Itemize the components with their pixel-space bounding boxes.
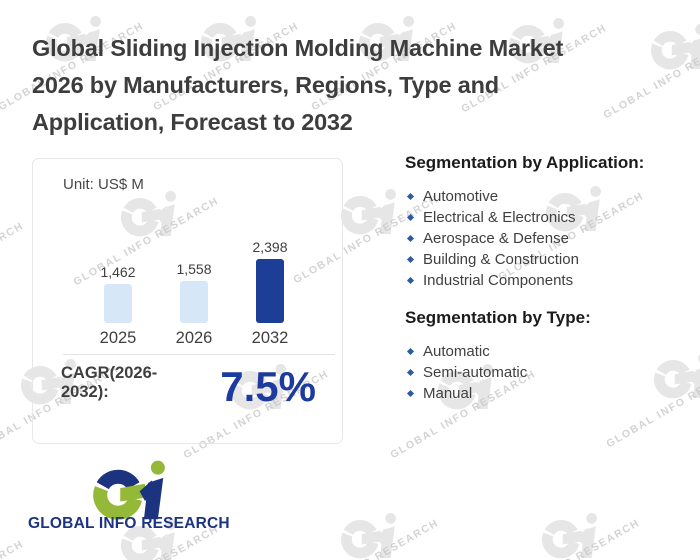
list-item-label: Semi-automatic [423,364,528,381]
bar-chart: 1,462 2025 1,558 2026 2,398 2032 [33,159,344,354]
segmentation-application-block: Segmentation by Application: Automotive E… [405,153,690,291]
bar-value-label: 1,462 [100,264,136,280]
cagr-value: 7.5% [220,363,316,410]
cagr-row: CAGR(2026-2032): 7.5% [61,364,316,410]
list-item: Building & Construction [405,249,690,270]
bar-category-label: 2025 [99,329,137,347]
bullet-diamond-icon [406,192,415,201]
bullet-diamond-icon [406,213,415,222]
list-item-label: Automatic [423,343,490,360]
list-item-label: Manual [423,385,473,402]
bar-category-label: 2026 [175,329,213,347]
segmentation-type-list: Automatic Semi-automatic Manual [405,341,690,404]
title-line-3: Application, Forecast to 2032 [32,109,353,135]
list-item: Automatic [405,341,690,362]
segmentation-type-block: Segmentation by Type: Automatic Semi-auto… [405,308,690,404]
bullet-diamond-icon [406,234,415,243]
bar-2032 [256,259,284,323]
list-item: Electrical & Electronics [405,207,690,228]
bar-category-label: 2032 [251,329,289,347]
bar-2026 [180,281,208,323]
list-item-label: Electrical & Electronics [423,209,576,226]
title-line-2: 2026 by Manufacturers, Regions, Type and [32,72,499,98]
bullet-diamond-icon [406,347,415,356]
gi-logo-icon [88,458,174,530]
bar-2025 [104,284,132,323]
segmentation-column: Segmentation by Application: Automotive E… [405,153,690,404]
list-item: Semi-automatic [405,362,690,383]
list-item-label: Industrial Components [423,272,574,289]
list-item: Industrial Components [405,270,690,291]
logo-text: GLOBAL INFO RESEARCH [28,515,230,532]
unit-label: Unit: US$ M [63,176,144,193]
bullet-diamond-icon [406,255,415,264]
cagr-label: CAGR(2026-2032): [61,364,158,401]
list-item-label: Aerospace & Defense [423,230,569,247]
market-chart-card: Unit: US$ M 1,462 2025 1,558 2026 2,398 2032 … [32,158,343,444]
list-item: Automotive [405,186,690,207]
bar-value-label: 1,558 [176,261,212,277]
list-item: Aerospace & Defense [405,228,690,249]
list-item-label: Building & Construction [423,251,579,268]
card-divider [63,354,335,355]
segmentation-application-list: Automotive Electrical & Electronics Aerosp… [405,186,690,291]
bar-value-label: 2,398 [252,239,288,255]
list-item-label: Automotive [423,188,499,205]
segmentation-type-heading: Segmentation by Type: [405,308,591,327]
title-line-1: Global Sliding Injection Molding Machine… [32,35,564,61]
bullet-diamond-icon [406,368,415,377]
bullet-diamond-icon [406,389,415,398]
bullet-diamond-icon [406,276,415,285]
page-title: Global Sliding Injection Molding Machine… [32,30,657,141]
list-item: Manual [405,383,690,404]
global-info-research-logo: GLOBAL INFO RESEARCH [28,458,243,538]
segmentation-application-heading: Segmentation by Application: [405,153,645,172]
